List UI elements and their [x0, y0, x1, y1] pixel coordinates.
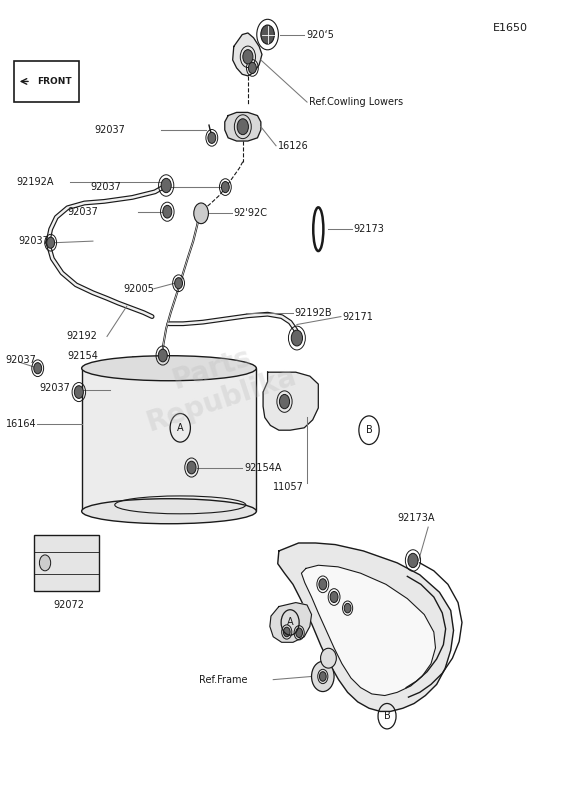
Circle shape	[161, 178, 171, 193]
Text: 16126: 16126	[278, 141, 308, 150]
Text: Ref.Cowling Lowers: Ref.Cowling Lowers	[309, 97, 403, 107]
Circle shape	[34, 362, 42, 374]
Text: 92192A: 92192A	[17, 177, 55, 186]
Text: 92173: 92173	[354, 224, 385, 234]
Text: 92037: 92037	[94, 125, 126, 135]
Polygon shape	[263, 372, 318, 430]
Bar	[34, 535, 98, 590]
Text: 92005: 92005	[123, 284, 154, 294]
Text: B: B	[384, 711, 390, 721]
Polygon shape	[233, 33, 262, 76]
Circle shape	[243, 50, 253, 64]
Circle shape	[296, 628, 303, 638]
Ellipse shape	[320, 648, 336, 668]
Circle shape	[279, 394, 290, 409]
Text: 92037: 92037	[68, 206, 98, 217]
Text: 92'92C: 92'92C	[234, 208, 268, 218]
Text: 92037: 92037	[90, 182, 121, 192]
Circle shape	[187, 461, 196, 474]
Circle shape	[261, 25, 274, 44]
Circle shape	[208, 132, 216, 143]
Circle shape	[319, 578, 327, 590]
Circle shape	[75, 386, 83, 398]
Circle shape	[175, 278, 183, 289]
Circle shape	[237, 118, 249, 134]
Text: Parts
Republika: Parts Republika	[133, 331, 300, 437]
Circle shape	[158, 349, 167, 362]
Text: 92072: 92072	[53, 600, 84, 610]
Circle shape	[408, 554, 418, 568]
Text: E1650: E1650	[493, 23, 528, 33]
Text: 92171: 92171	[343, 311, 373, 322]
Circle shape	[194, 203, 208, 224]
Circle shape	[283, 627, 290, 637]
Circle shape	[39, 555, 51, 571]
Text: B: B	[366, 425, 372, 435]
Circle shape	[291, 330, 303, 346]
Circle shape	[221, 182, 229, 193]
Polygon shape	[225, 113, 261, 141]
Polygon shape	[302, 566, 435, 695]
Text: 920‘5: 920‘5	[306, 30, 334, 39]
Circle shape	[344, 603, 351, 613]
Text: 92037: 92037	[19, 236, 50, 246]
Text: 92154A: 92154A	[244, 462, 282, 473]
Text: Ref.Frame: Ref.Frame	[199, 674, 248, 685]
Text: 92154: 92154	[68, 350, 98, 361]
Circle shape	[249, 62, 256, 74]
Ellipse shape	[312, 662, 334, 691]
Polygon shape	[278, 543, 453, 711]
Circle shape	[163, 206, 172, 218]
Text: 92192: 92192	[66, 331, 97, 342]
Polygon shape	[270, 602, 312, 642]
Text: 92173A: 92173A	[397, 513, 435, 522]
Text: 92037: 92037	[39, 383, 71, 393]
Circle shape	[319, 672, 326, 682]
Text: 16164: 16164	[6, 419, 36, 429]
Ellipse shape	[82, 498, 256, 524]
Text: 92037: 92037	[6, 355, 36, 366]
Circle shape	[47, 237, 55, 248]
Text: A: A	[287, 618, 294, 627]
Circle shape	[330, 591, 338, 602]
Ellipse shape	[82, 356, 256, 381]
Text: 11057: 11057	[273, 482, 304, 492]
Bar	[14, 61, 79, 102]
Text: 92192B: 92192B	[295, 308, 332, 318]
Bar	[82, 368, 256, 511]
Text: FRONT: FRONT	[37, 77, 72, 86]
Text: A: A	[177, 423, 184, 433]
